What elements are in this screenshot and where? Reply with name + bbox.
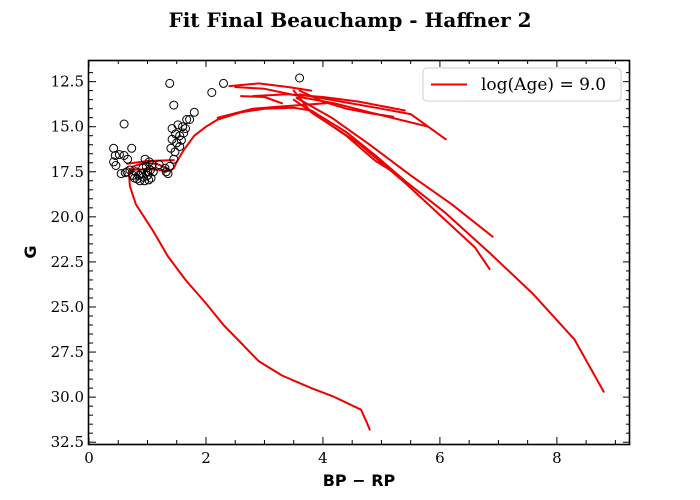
star-point-48 — [175, 142, 185, 151]
y-tick-label-4: 22.5 — [51, 253, 84, 271]
star-point-0 — [109, 143, 119, 153]
star-point-32 — [148, 167, 158, 177]
isochrone-segment-3 — [292, 89, 491, 271]
star-point-17 — [134, 170, 144, 180]
star-point-51 — [178, 122, 188, 132]
star-point-58 — [219, 78, 228, 88]
star-point-10 — [123, 154, 133, 164]
star-point-7 — [119, 119, 129, 129]
chart-title: Fit Final Beauchamp - Haffner 2 — [169, 8, 532, 32]
star-point-4 — [114, 150, 124, 160]
star-point-3 — [111, 161, 121, 170]
legend: log(Age) = 9.0 — [422, 67, 622, 102]
star-point-57 — [207, 88, 217, 97]
star-point-43 — [169, 154, 179, 164]
star-point-38 — [165, 78, 175, 88]
isochrone-segment-12 — [126, 159, 175, 165]
x-tick-label-3: 6 — [435, 449, 445, 467]
plot-data-layer — [109, 73, 605, 431]
star-point-5 — [116, 169, 126, 179]
star-point-55 — [185, 115, 195, 124]
legend-box — [422, 67, 622, 102]
star-point-11 — [125, 165, 135, 175]
star-point-27 — [144, 175, 154, 185]
star-point-12 — [127, 143, 137, 153]
x-axis-label: BP − RP — [323, 471, 396, 490]
y-tick-label-3: 20.0 — [51, 208, 84, 226]
axis-ticks: 0 2 4 6 8 12.5 15.0 17.5 20.0 22.5 25.0 27.5 30.0 32.… — [51, 60, 630, 467]
plot-frame — [87, 59, 631, 446]
x-tick-label-4: 8 — [552, 449, 562, 467]
y-tick-label-7: 30.0 — [51, 388, 84, 406]
isochrone-segment-8 — [234, 86, 301, 98]
star-point-1 — [110, 151, 120, 160]
y-tick-label-6: 27.5 — [51, 343, 84, 361]
star-point-30 — [146, 173, 156, 183]
star-point-22 — [140, 176, 150, 186]
y-tick-label-1: 15.0 — [51, 118, 84, 136]
star-point-37 — [165, 161, 175, 171]
y-axis-label: G — [21, 245, 40, 258]
star-point-44 — [170, 147, 180, 157]
isochrone-segment-10 — [216, 102, 327, 119]
x-tick-label-1: 2 — [201, 449, 211, 467]
isochrone-segment-2 — [295, 96, 494, 238]
isochrone-segment-6 — [298, 96, 430, 128]
x-tick-label-0: 0 — [84, 449, 94, 467]
isochrone-segment-7 — [251, 93, 406, 112]
star-point-54 — [182, 115, 192, 124]
legend-label: log(Age) = 9.0 — [481, 75, 606, 95]
star-point-36 — [163, 169, 173, 179]
isochrone-segment-0 — [127, 106, 605, 431]
star-point-47 — [173, 120, 183, 130]
y-tick-label-8: 32.5 — [51, 433, 84, 451]
isochrone-segment-9 — [228, 82, 313, 92]
star-point-42 — [169, 100, 179, 110]
star-point-34 — [160, 163, 170, 173]
star-point-31 — [147, 160, 157, 170]
x-tick-label-2: 4 — [318, 449, 328, 467]
isochrone-segment-11 — [240, 95, 283, 105]
star-point-56 — [189, 107, 199, 117]
star-point-59 — [295, 73, 305, 83]
star-point-52 — [179, 128, 189, 138]
star-point-53 — [181, 124, 190, 133]
y-tick-label-5: 25.0 — [51, 298, 84, 316]
y-tick-label-2: 17.5 — [51, 163, 84, 181]
isochrone-segment-5 — [298, 93, 447, 141]
y-tick-label-0: 12.5 — [51, 73, 84, 91]
